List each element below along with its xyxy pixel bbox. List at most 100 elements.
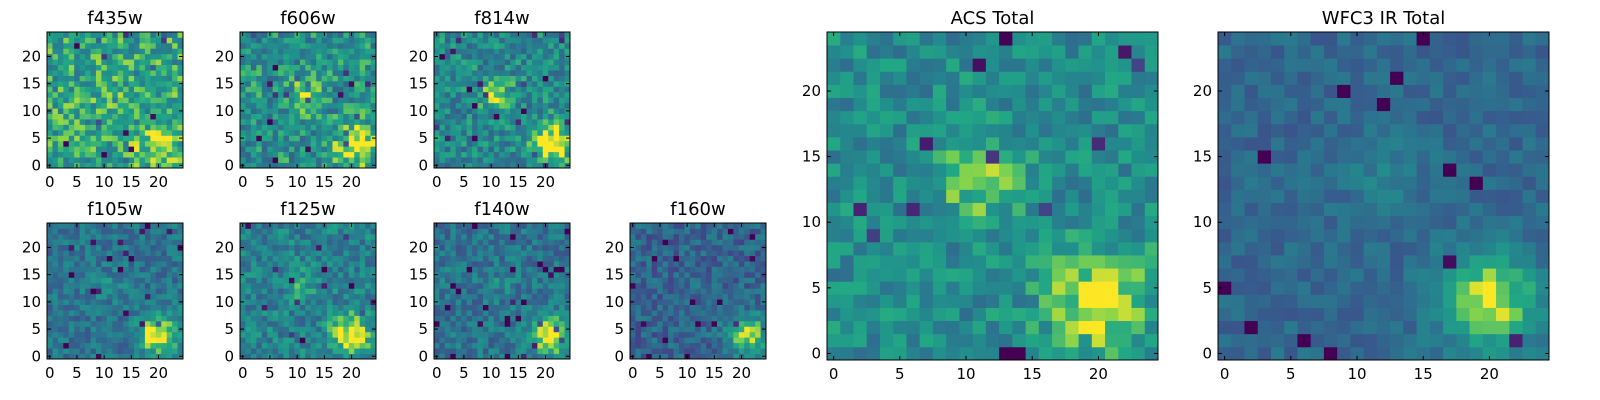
heatmap-cell — [327, 331, 333, 338]
heatmap-cell — [521, 59, 527, 66]
heatmap-cell — [101, 108, 108, 114]
heatmap-cell — [128, 282, 135, 289]
heatmap-cell — [542, 37, 549, 44]
heatmap-cell — [245, 266, 252, 273]
heatmap-cell — [504, 151, 511, 158]
heatmap-cell — [332, 97, 339, 104]
heatmap-cell — [79, 64, 86, 71]
heatmap-cell — [256, 119, 263, 125]
heatmap-cell — [123, 59, 129, 66]
heatmap-cell — [57, 108, 64, 114]
heatmap-cell — [85, 266, 91, 273]
heatmap-cell — [106, 102, 113, 109]
heatmap-cell — [668, 233, 674, 240]
heatmap-cell — [172, 293, 178, 300]
heatmap-cell — [461, 97, 468, 104]
heatmap-cell — [678, 255, 685, 262]
heatmap-cell — [548, 266, 555, 273]
heatmap-cell — [139, 250, 146, 257]
heatmap-cell — [635, 250, 642, 257]
heatmap-cell — [559, 32, 565, 38]
axes-frame — [433, 31, 571, 169]
heatmap-cell — [144, 37, 151, 44]
heatmap-cell — [477, 277, 484, 284]
heatmap-cell — [499, 315, 506, 322]
heatmap-cell — [466, 102, 473, 109]
heatmap-cell — [288, 244, 295, 251]
heatmap-cell — [95, 233, 102, 240]
heatmap-cell — [972, 163, 987, 177]
heatmap-cell — [90, 124, 97, 131]
heatmap-cell — [267, 140, 274, 147]
heatmap-cell — [305, 255, 312, 262]
heatmap-cell — [343, 261, 350, 267]
heatmap-cell — [840, 294, 854, 308]
heatmap-cell — [482, 239, 489, 246]
heatmap-cell — [155, 282, 162, 289]
heatmap-cell — [444, 310, 451, 316]
heatmap-cell — [327, 91, 333, 98]
heatmap-cell — [128, 331, 135, 338]
heatmap-cell — [354, 315, 361, 322]
heatmap-cell — [760, 223, 767, 229]
heatmap-cell — [738, 288, 745, 295]
heatmap-cell — [510, 70, 516, 76]
heatmap-cell — [354, 223, 361, 229]
heatmap-cell — [256, 108, 263, 114]
heatmap-cell — [310, 310, 317, 316]
heatmap-cell — [337, 86, 344, 93]
heatmap-cell — [866, 215, 881, 230]
heatmap-cell — [177, 293, 184, 300]
heatmap-cell — [493, 91, 500, 98]
heatmap-cell — [521, 282, 527, 289]
heatmap-cell — [134, 59, 140, 66]
heatmap-cell — [515, 151, 522, 158]
heatmap-cell — [482, 250, 489, 257]
heatmap-cell — [755, 266, 761, 273]
heatmap-cell — [359, 162, 366, 169]
heatmap-cell — [299, 326, 306, 333]
heatmap-cell — [47, 250, 53, 257]
heatmap-cell — [106, 310, 113, 316]
heatmap-cell — [893, 189, 907, 203]
heatmap-cell — [1012, 189, 1026, 203]
heatmap-cell — [278, 353, 284, 360]
heatmap-cell — [1131, 241, 1146, 256]
heatmap-cell — [531, 64, 538, 71]
heatmap-cell — [144, 244, 151, 251]
heatmap-cell — [738, 277, 745, 284]
heatmap-cell — [439, 261, 446, 267]
heatmap-cell — [85, 348, 91, 354]
heatmap-cell — [117, 233, 124, 240]
heatmap-cell — [272, 119, 279, 125]
heatmap-cell — [134, 282, 140, 289]
heatmap-cell — [79, 293, 86, 300]
heatmap-cell — [299, 64, 306, 71]
heatmap-cell — [316, 228, 322, 235]
heatmap-cell — [74, 113, 81, 120]
heatmap-cell — [52, 315, 59, 322]
heatmap-cell — [283, 146, 290, 153]
heatmap-cell — [461, 135, 468, 142]
heatmap-cell — [95, 293, 102, 300]
heatmap-cell — [700, 228, 707, 235]
heatmap-cell — [749, 353, 756, 360]
heatmap-cell — [74, 337, 81, 344]
heatmap-cell — [117, 135, 124, 142]
heatmap-cell — [488, 310, 495, 316]
heatmap-cell — [1065, 202, 1079, 217]
heatmap-cell — [272, 157, 279, 163]
heatmap-cell — [79, 151, 86, 158]
heatmap-cell — [1078, 294, 1093, 308]
heatmap-cell — [455, 261, 462, 267]
heatmap-cell — [327, 162, 333, 169]
heatmap-cell — [47, 266, 53, 273]
heatmap-cell — [250, 135, 257, 142]
heatmap-cell — [272, 64, 279, 71]
heatmap-cell — [548, 255, 555, 262]
heatmap-cell — [444, 342, 451, 349]
heatmap-cell — [738, 315, 745, 322]
heatmap-cell — [343, 140, 350, 147]
heatmap-cell — [359, 293, 366, 300]
heatmap-cell — [57, 320, 64, 327]
